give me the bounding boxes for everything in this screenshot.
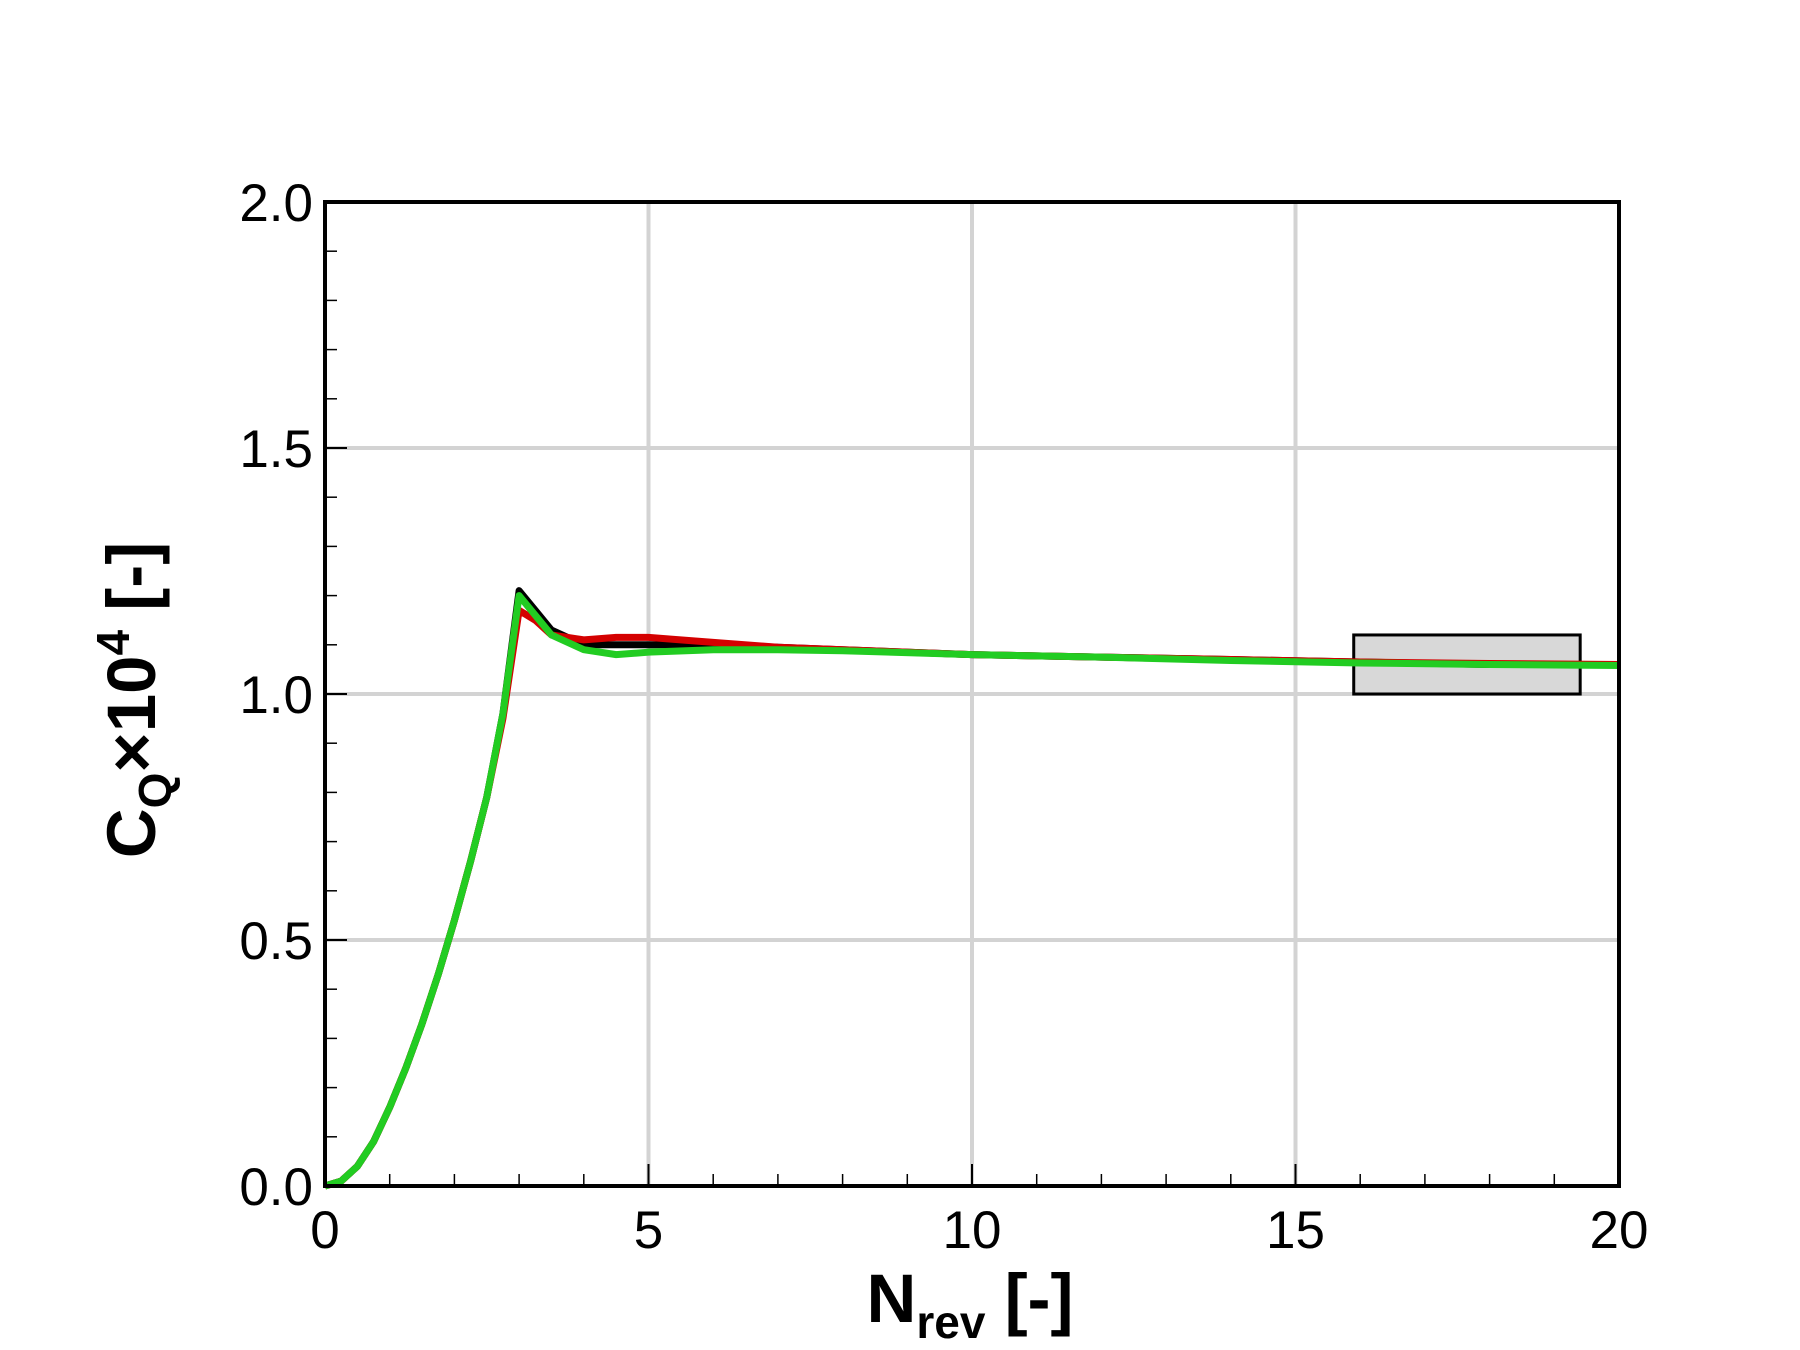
y-tick-label: 1.5: [239, 420, 313, 479]
x-tick-label: 15: [1266, 1201, 1325, 1260]
y-tick-label: 1.0: [239, 666, 313, 725]
y-axis-label: CQ×104 [-]: [87, 542, 181, 858]
x-tick-label: 5: [634, 1201, 663, 1260]
x-tick-label: 0: [310, 1201, 339, 1260]
y-tick-label: 2.0: [239, 174, 313, 233]
x-tick-label: 10: [943, 1201, 1002, 1260]
x-tick-label: 20: [1590, 1201, 1649, 1260]
data-line: [323, 592, 1620, 1190]
plot-frame: [323, 200, 1621, 1188]
y-tick-label: 0.5: [239, 912, 313, 971]
y-tick-label: 0.0: [239, 1158, 313, 1217]
x-axis-label: Nrev [-]: [866, 1260, 1073, 1348]
